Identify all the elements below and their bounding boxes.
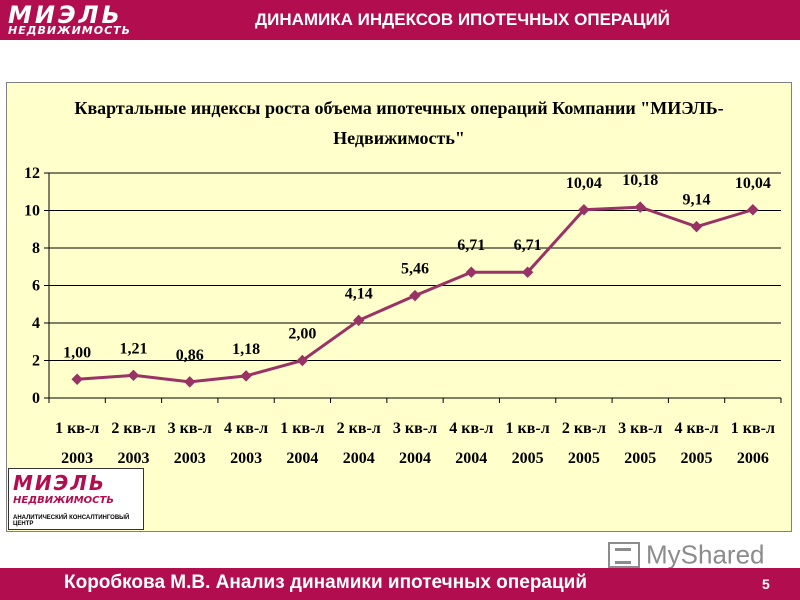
x-tick-label-year: 2003: [230, 450, 262, 467]
y-tick-label: 2: [32, 353, 40, 370]
chart-title-line2: Недвижимость": [333, 128, 465, 148]
presentation-icon: [608, 542, 640, 569]
data-point: [465, 266, 478, 278]
line-chart: 0 2 4 6 8 10 12 1 кв-л 2003 2 кв-л 2003 3 кв-л 2003 4…: [24, 165, 782, 467]
brand-logo-line2: НЕДВИЖИМОСТЬ: [13, 495, 114, 506]
data-point: [690, 220, 703, 233]
slide-title: ДИНАМИКА ИНДЕКСОВ ИПОТЕЧНЫХ ОПЕРАЦИЙ: [255, 10, 670, 29]
x-tick-label-year: 2003: [174, 450, 206, 467]
brand-logo-line1: МИЭЛЬ: [13, 471, 107, 495]
y-tick-label: 6: [32, 278, 40, 295]
x-tick-label-year: 2004: [343, 450, 375, 467]
logo-line1: МИЭЛЬ: [8, 1, 123, 29]
data-point: [352, 314, 365, 327]
x-tick-label-year: 2004: [455, 450, 487, 467]
x-tick-label: 4 кв-л: [449, 420, 493, 437]
x-tick-label-year: 2005: [512, 450, 544, 467]
data-point: [71, 373, 83, 385]
data-point: [521, 266, 534, 278]
y-tick-label: 8: [32, 240, 40, 257]
data-label: 1,00: [63, 344, 91, 361]
data-point: [296, 354, 309, 367]
data-label: 6,71: [457, 237, 485, 254]
x-tick-label-year: 2004: [286, 450, 318, 467]
x-tick-label-year: 2005: [568, 450, 600, 467]
x-tick-label: 4 кв-л: [674, 420, 718, 437]
chart-area: 0 2 4 6 8 10 12 1 кв-л 2003 2 кв-л 2003 3 кв-л 2003 4…: [6, 82, 792, 532]
data-point: [184, 376, 196, 388]
watermark-text: MyShared: [646, 539, 765, 570]
page-number: 5: [762, 576, 770, 592]
x-tick-label-year: 2005: [624, 450, 656, 467]
x-tick-label: 1 кв-л: [731, 420, 775, 437]
data-label: 10,04: [566, 175, 602, 192]
x-tick-label: 3 кв-л: [393, 420, 437, 437]
x-tick-label-year: 2006: [737, 450, 769, 467]
data-label: 6,71: [514, 237, 542, 254]
data-label: 4,14: [345, 285, 373, 302]
x-tick-label-year: 2005: [681, 450, 713, 467]
data-point: [747, 204, 759, 216]
x-tick-label: 3 кв-л: [618, 420, 662, 437]
x-tick-label: 3 кв-л: [168, 420, 212, 437]
brand-logo: МИЭЛЬ НЕДВИЖИМОСТЬ АНАЛИТИЧЕСКИЙ КОНСАЛТ…: [8, 468, 144, 530]
x-tick-label: 1 кв-л: [280, 420, 324, 437]
data-point: [409, 289, 421, 302]
x-tick-label: 2 кв-л: [111, 420, 155, 437]
footer-bar: Коробкова М.В. Анализ динамики ипотечных…: [0, 568, 800, 600]
x-tick-label: 2 кв-л: [562, 420, 606, 437]
data-label: 5,46: [401, 261, 429, 278]
data-label: 0,86: [176, 347, 204, 364]
company-logo: МИЭЛЬ НЕДВИЖИМОСТЬ: [6, 1, 206, 38]
y-tick-label: 12: [24, 165, 40, 182]
chart-title-line1: Квартальные индексы роста объема ипотечн…: [74, 98, 724, 118]
data-label: 10,04: [735, 175, 771, 192]
data-label: 9,14: [683, 192, 711, 209]
data-label: 1,18: [232, 341, 260, 358]
x-tick-label-year: 2003: [117, 450, 149, 467]
y-tick-label: 4: [32, 315, 40, 332]
header-bar: МИЭЛЬ НЕДВИЖИМОСТЬ ДИНАМИКА ИНДЕКСОВ ИПО…: [0, 0, 800, 40]
data-point: [578, 204, 590, 216]
data-point: [240, 370, 252, 382]
x-tick-label: 1 кв-л: [55, 420, 99, 437]
x-tick-label: 4 кв-л: [224, 420, 268, 437]
y-tick-label: 10: [24, 203, 40, 220]
x-tick-label-year: 2003: [61, 450, 93, 467]
x-tick-label: 2 кв-л: [337, 420, 381, 437]
brand-logo-line3: АНАЛИТИЧЕСКИЙ КОНСАЛТИНГОВЫЙ ЦЕНТР: [13, 515, 130, 527]
data-point: [127, 369, 140, 382]
x-tick-label-year: 2004: [399, 450, 431, 467]
y-tick-label: 0: [32, 390, 40, 407]
data-label: 1,21: [119, 340, 147, 357]
footer-text: Коробкова М.В. Анализ динамики ипотечных…: [64, 572, 588, 593]
chart-title: Квартальные индексы роста объема ипотечн…: [7, 93, 791, 153]
data-label: 10,18: [622, 172, 658, 189]
logo-line2: НЕДВИЖИМОСТЬ: [8, 24, 132, 37]
watermark: MyShared: [608, 538, 765, 570]
x-tick-label: 1 кв-л: [506, 420, 550, 437]
data-point: [634, 201, 646, 213]
data-label: 2,00: [288, 326, 316, 343]
